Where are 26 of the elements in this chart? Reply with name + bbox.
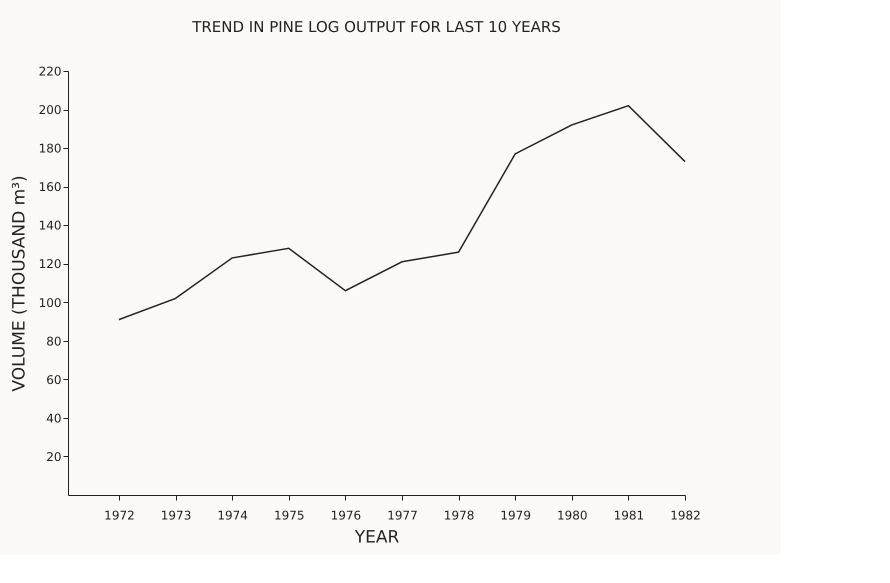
y-tick-label: 100: [38, 296, 62, 310]
y-tick-label: 60: [46, 372, 62, 387]
y-tick-label: 20: [46, 450, 62, 464]
y-tick-label: 180: [38, 142, 62, 156]
x-tick-label: 1976: [330, 508, 362, 522]
x-tick-label: 1972: [104, 508, 135, 522]
y-tick-label: 220: [38, 64, 62, 78]
x-tick-label: 1973: [160, 508, 192, 522]
chart-title: TREND IN PINE LOG OUTPUT FOR LAST 10 YEARS: [191, 18, 561, 36]
x-tick-label: 1975: [274, 508, 305, 522]
x-tick-label: 1978: [444, 508, 474, 522]
y-tick-label: 120: [38, 257, 62, 272]
y-axis-title: VOLUME (THOUSAND m³): [10, 175, 30, 392]
y-tick-label: 80: [46, 334, 62, 348]
line-series: [118, 104, 686, 320]
x-tick-label: 1974: [217, 508, 248, 522]
y-tick-label: 40: [46, 411, 62, 426]
x-tick-label: 1982: [670, 508, 701, 522]
x-axis-title: YEAR: [354, 528, 400, 548]
x-tick-label: 1979: [500, 508, 531, 522]
y-tick-label: 160: [38, 180, 62, 194]
x-tick-label: 1977: [387, 508, 418, 522]
y-tick-label: 140: [38, 218, 62, 233]
y-tick-label: 200: [38, 103, 62, 118]
x-tick-label: 1981: [614, 508, 644, 522]
x-tick-label: 1980: [557, 508, 588, 522]
